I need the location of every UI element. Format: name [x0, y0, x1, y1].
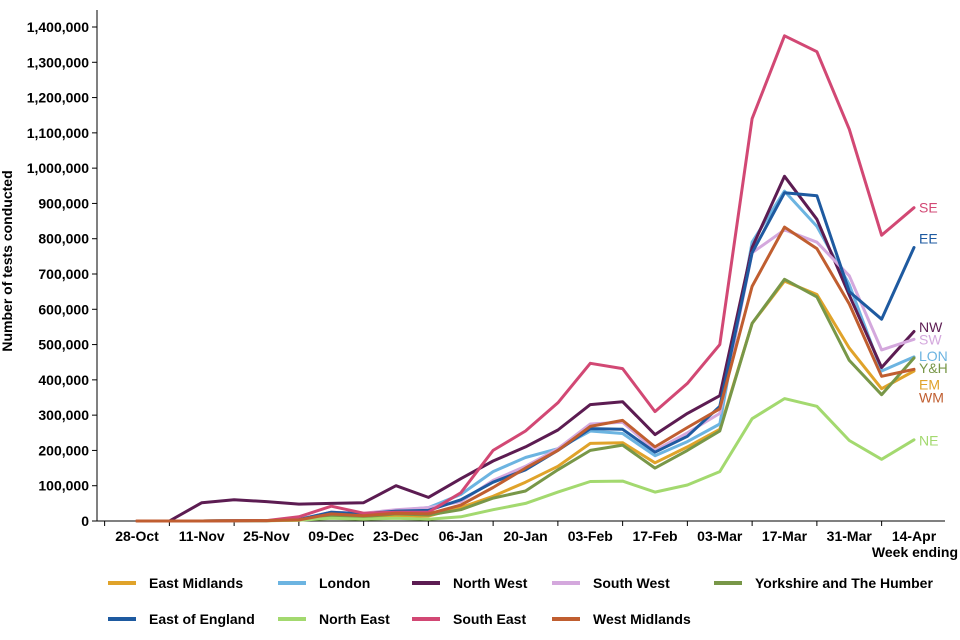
- y-tick-label: 100,000: [38, 478, 89, 494]
- series-line-ne: [135, 397, 916, 523]
- end-label-sw: SW: [919, 331, 942, 347]
- end-label-se: SE: [919, 200, 938, 216]
- legend-label: North East: [319, 611, 390, 627]
- end-label-ne: NE: [919, 433, 938, 449]
- legend-label: South East: [453, 611, 526, 627]
- x-tick-label: 14-Apr: [892, 528, 937, 544]
- series-line-wm: [135, 225, 916, 523]
- series-lines: [135, 34, 916, 523]
- x-axis-title: Week ending: [872, 544, 958, 560]
- y-tick-label: 200,000: [38, 442, 89, 458]
- legend-label: East Midlands: [149, 575, 243, 591]
- series-line-nw: [135, 174, 916, 523]
- series-line-ee: [135, 191, 916, 523]
- y-tick-label: 500,000: [38, 337, 89, 353]
- series-line-sw: [135, 228, 916, 523]
- y-tick-label: 700,000: [38, 266, 89, 282]
- x-tick-label: 11-Nov: [179, 528, 225, 544]
- legend-label: South West: [593, 575, 670, 591]
- end-label-wm: WM: [919, 390, 944, 406]
- x-axis-ticks: 28-Oct 11-Nov 25-Nov 09-Dec 23-Dec 06-Jan 20-J…: [104, 521, 937, 544]
- legend-label: London: [319, 575, 370, 591]
- x-tick-label: 03-Feb: [568, 528, 613, 544]
- x-tick-label: 17-Feb: [632, 528, 677, 544]
- x-tick-label: 17-Mar: [762, 528, 808, 544]
- y-tick-label: 800,000: [38, 231, 89, 247]
- x-tick-label: 28-Oct: [115, 528, 159, 544]
- x-tick-label: 31-Mar: [827, 528, 873, 544]
- end-label-yh: Y&H: [919, 360, 948, 376]
- x-tick-label: 06-Jan: [439, 528, 483, 544]
- y-tick-label: 300,000: [38, 407, 89, 423]
- x-tick-label: 23-Dec: [373, 528, 419, 544]
- y-tick-label: 400,000: [38, 372, 89, 388]
- legend-label: Yorkshire and The Humber: [755, 575, 933, 591]
- y-tick-label: 0: [81, 513, 89, 529]
- end-label-nw: NW: [919, 319, 943, 335]
- y-tick-label: 1,200,000: [27, 90, 89, 106]
- y-tick-label: 1,000,000: [27, 160, 89, 176]
- x-tick-label: 09-Dec: [308, 528, 354, 544]
- y-tick-label: 900,000: [38, 195, 89, 211]
- series-line-lon: [135, 189, 916, 523]
- x-tick-label: 20-Jan: [503, 528, 547, 544]
- legend-label: West Midlands: [593, 611, 691, 627]
- y-axis-ticks: 0 100,000 200,000 300,000 400,000 500,000 600,…: [27, 19, 97, 529]
- axes: [96, 10, 945, 522]
- y-tick-label: 1,100,000: [27, 125, 89, 141]
- end-label-em: EM: [919, 376, 940, 392]
- end-label-lon: LON: [919, 348, 948, 364]
- y-axis-title: Number of tests conducted: [0, 170, 15, 351]
- end-label-ee: EE: [919, 231, 938, 247]
- legend-label: North West: [453, 575, 528, 591]
- y-tick-label: 1,400,000: [27, 19, 89, 35]
- x-tick-label: 25-Nov: [243, 528, 290, 544]
- x-tick-label: 03-Mar: [697, 528, 743, 544]
- y-tick-label: 600,000: [38, 301, 89, 317]
- y-tick-label: 1,300,000: [27, 54, 89, 70]
- legend: East Midlands London North West South West Y…: [108, 575, 933, 627]
- legend-label: East of England: [149, 611, 255, 627]
